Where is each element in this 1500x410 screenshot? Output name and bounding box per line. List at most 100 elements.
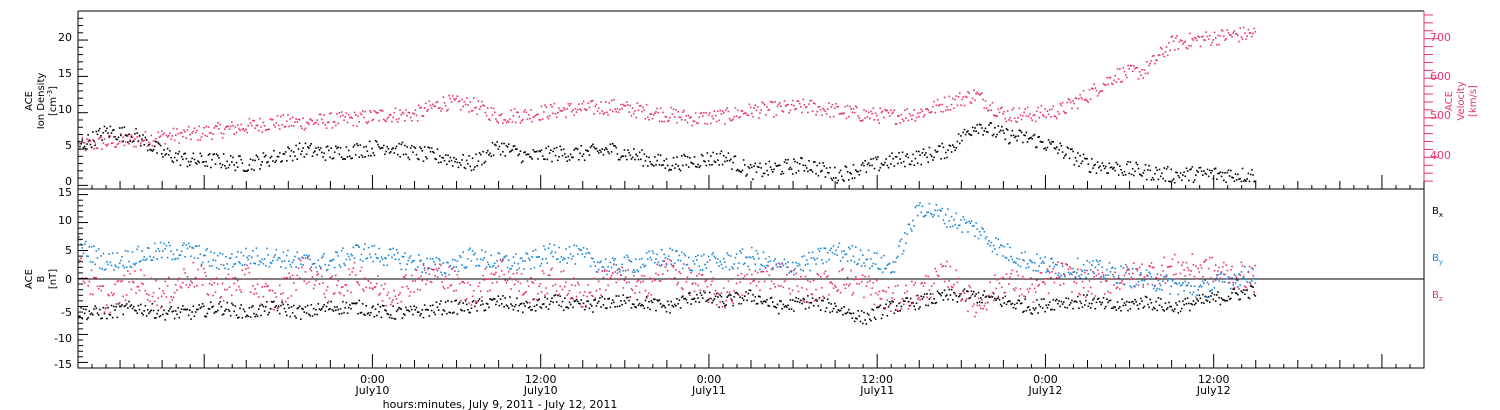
bx-point: [630, 307, 633, 309]
by-point: [88, 246, 91, 248]
by-point: [312, 262, 315, 265]
velocity-point: [114, 146, 116, 148]
by-point: [765, 258, 767, 260]
bz-point: [524, 291, 526, 294]
bx-point: [163, 309, 165, 312]
bx-point: [142, 313, 144, 316]
velocity-point: [604, 101, 607, 103]
bx-point: [1212, 298, 1215, 301]
by-point: [777, 262, 780, 264]
density-point: [748, 167, 751, 169]
bz-point: [717, 292, 719, 294]
bz-point: [802, 300, 805, 302]
velocity-point: [699, 112, 702, 115]
by-point: [1052, 261, 1055, 264]
by-point: [1069, 272, 1072, 275]
bx-point: [433, 311, 435, 314]
by-point: [1058, 272, 1060, 275]
by-point: [296, 251, 299, 254]
bx-point: [290, 306, 293, 308]
bz-point: [849, 283, 851, 285]
bx-point: [822, 299, 824, 302]
bz-point: [876, 279, 878, 282]
by-point: [386, 264, 389, 267]
by-point: [395, 248, 398, 251]
density-point: [638, 151, 641, 154]
bz-point: [298, 277, 301, 279]
density-point: [401, 141, 404, 144]
bz-point: [464, 298, 467, 301]
velocity-point: [890, 109, 892, 112]
velocity-point: [364, 110, 366, 113]
bx-point: [1055, 298, 1058, 301]
by-point: [532, 250, 535, 252]
bx-point: [883, 307, 885, 310]
by-point: [671, 249, 674, 251]
density-point: [444, 154, 447, 156]
bz-point: [890, 310, 892, 313]
bz-point: [224, 288, 226, 291]
bx-point: [739, 296, 741, 299]
density-point: [758, 166, 760, 169]
velocity-point: [1119, 68, 1121, 70]
by-point: [357, 244, 359, 247]
bz-point: [345, 284, 348, 286]
bz-point: [1068, 266, 1071, 268]
density-point: [339, 147, 342, 149]
by-point: [1175, 282, 1177, 284]
bx-point: [358, 299, 361, 302]
bz-point: [998, 282, 1001, 284]
density-point: [1005, 128, 1008, 130]
by-point: [1142, 283, 1145, 286]
density-point: [144, 136, 147, 139]
density-point: [180, 155, 183, 158]
bx-point: [991, 295, 994, 298]
velocity-point: [449, 97, 452, 100]
bz-point: [1105, 280, 1107, 282]
velocity-point: [869, 117, 871, 120]
bz-point: [90, 269, 93, 272]
bz-point: [614, 271, 616, 273]
by-point: [1253, 277, 1256, 280]
density-point: [600, 151, 602, 153]
velocity-point: [906, 108, 908, 110]
velocity-point: [253, 119, 255, 122]
density-point: [529, 155, 531, 158]
density-point: [171, 160, 174, 162]
bx-point: [826, 298, 829, 301]
bx-point: [816, 300, 819, 302]
density-point: [1142, 172, 1145, 174]
by-point: [160, 256, 163, 259]
density-point: [643, 153, 646, 155]
bx-point: [741, 297, 744, 299]
velocity-point: [1100, 90, 1102, 92]
by-point: [560, 256, 563, 258]
by-point: [164, 247, 167, 250]
velocity-point: [670, 106, 672, 109]
density-point: [234, 169, 237, 172]
velocity-point: [815, 113, 817, 116]
by-point: [335, 251, 337, 253]
by-point: [1116, 282, 1119, 284]
bx-point: [1065, 297, 1067, 300]
bz-point: [772, 268, 774, 271]
velocity-point: [913, 109, 916, 111]
velocity-point: [1191, 37, 1194, 40]
bz-point: [655, 272, 657, 275]
bz-point: [790, 270, 793, 272]
density-point: [697, 163, 699, 166]
density-point: [886, 164, 889, 167]
velocity-point: [1246, 35, 1249, 37]
by-point: [550, 252, 552, 255]
by-point: [271, 259, 274, 262]
density-point: [831, 179, 834, 181]
bz-point: [623, 279, 626, 282]
bz-point: [458, 282, 461, 285]
bx-point: [887, 306, 890, 308]
density-point: [170, 156, 172, 159]
by-point: [1190, 285, 1192, 287]
bx-point: [184, 308, 186, 311]
by-point: [741, 248, 744, 250]
by-point: [837, 246, 840, 248]
velocity-point: [787, 103, 789, 106]
